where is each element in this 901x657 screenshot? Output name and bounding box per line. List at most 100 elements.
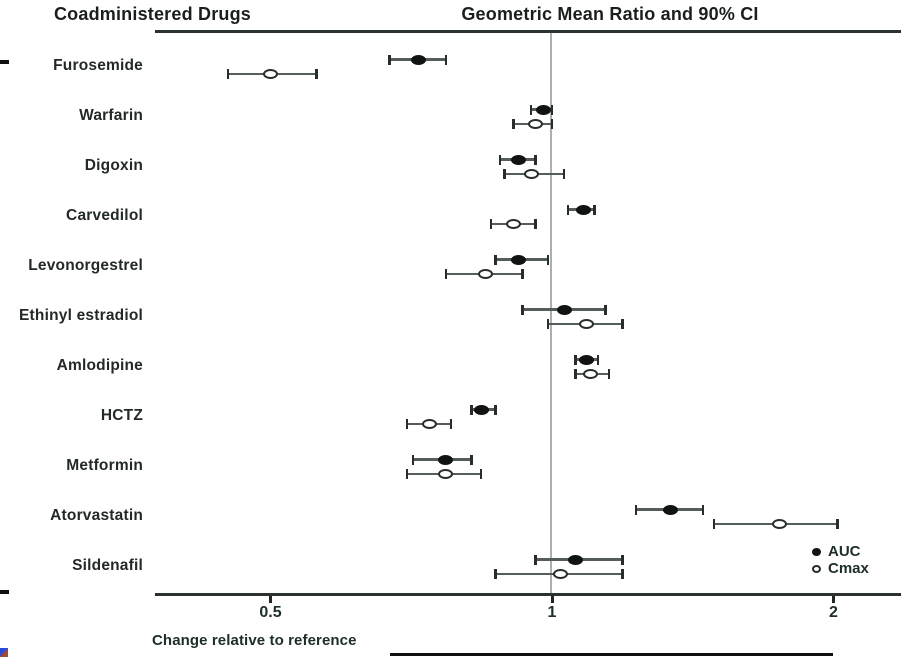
auc-ci-cap-low — [529, 104, 533, 115]
auc-ci-cap-high — [470, 454, 473, 465]
auc-ci-cap-low — [470, 404, 473, 415]
auc-ci-cap-low — [534, 554, 537, 565]
auc-ci-cap-low — [634, 504, 638, 515]
category-label: Amlodipine — [56, 357, 143, 374]
cmax-ci-cap-high — [621, 319, 624, 329]
auc-marker — [411, 54, 427, 65]
x-axis-title: Change relative to reference — [152, 632, 357, 649]
scan-artifact-left-dash-top — [0, 60, 9, 64]
x-axis-tick-label: 0.5 — [259, 604, 282, 621]
cmax-ci-cap-high — [550, 119, 554, 129]
auc-ci-cap-high — [593, 204, 596, 215]
auc-ci-cap-high — [534, 154, 537, 165]
scan-artifact-left-dash-bottom — [0, 590, 9, 594]
category-label: Warfarin — [79, 107, 143, 124]
auc-ci-cap-low — [521, 304, 524, 315]
cmax-ci-cap-low — [512, 119, 515, 129]
auc-ci-cap-low — [498, 154, 502, 165]
cmax-ci-cap-high — [521, 269, 524, 279]
cmax-marker — [422, 419, 438, 429]
cmax-ci-cap-low — [405, 469, 409, 479]
column-header-drugs: Coadministered Drugs — [53, 4, 252, 24]
cmax-marker — [478, 269, 494, 279]
category-label: Carvedilol — [66, 207, 143, 224]
open-circle-icon — [812, 564, 821, 573]
cmax-marker — [552, 569, 568, 579]
auc-ci-cap-low — [388, 54, 391, 65]
auc-ci-cap-low — [574, 354, 577, 365]
category-label: HCTZ — [100, 407, 143, 424]
auc-marker — [473, 404, 489, 415]
category-label: Metformin — [66, 457, 143, 474]
legend-item-auc: AUC — [812, 543, 869, 560]
cmax-ci-cap-low — [546, 319, 550, 329]
auc-ci-cap-low — [494, 254, 497, 265]
cmax-ci-cap-low — [712, 519, 716, 529]
legend-label-cmax: Cmax — [828, 560, 869, 577]
cmax-marker — [527, 119, 543, 129]
category-label: Digoxin — [84, 157, 143, 174]
cmax-ci-cap-high — [534, 219, 537, 229]
x-axis-tick-label: 2 — [829, 604, 838, 621]
cmax-ci-cap-low — [226, 69, 229, 79]
x-axis-tick — [550, 595, 554, 603]
auc-marker — [438, 454, 454, 465]
legend-item-cmax: Cmax — [812, 560, 869, 577]
cmax-marker — [438, 469, 454, 479]
x-axis-tick — [269, 595, 272, 603]
cmax-marker — [263, 69, 278, 79]
auc-ci-cap-high — [494, 404, 497, 415]
x-axis-line — [155, 593, 901, 596]
cmax-ci-cap-low — [444, 269, 448, 279]
cmax-ci-cap-low — [489, 219, 493, 229]
cmax-ci-cap-high — [479, 469, 483, 479]
cmax-ci-cap-high — [621, 569, 624, 579]
legend: AUC Cmax — [812, 543, 869, 577]
auc-marker — [510, 254, 526, 265]
auc-ci-cap-high — [621, 554, 624, 565]
category-label: Levonorgestrel — [28, 257, 143, 274]
cmax-ci-cap-high — [607, 369, 611, 379]
reference-line — [550, 33, 552, 593]
category-label: Atorvastatin — [50, 507, 143, 524]
auc-ci-cap-high — [701, 504, 705, 515]
auc-ci-cap-high — [604, 304, 607, 315]
auc-marker — [575, 204, 591, 215]
header-rule — [155, 30, 901, 33]
auc-marker — [536, 104, 552, 115]
auc-ci-cap-high — [596, 354, 600, 365]
category-label: Furosemide — [53, 57, 143, 74]
auc-marker — [579, 354, 595, 365]
x-axis-tick — [832, 595, 835, 603]
cmax-ci-cap-high — [836, 519, 839, 529]
auc-ci-cap-high — [550, 104, 554, 115]
category-label: Ethinyl estradiol — [19, 307, 143, 324]
auc-marker — [663, 504, 679, 515]
auc-ci-cap-high — [444, 54, 448, 65]
auc-marker — [556, 304, 572, 315]
category-label: Sildenafil — [72, 557, 143, 574]
cmax-ci-cap-low — [574, 369, 577, 379]
cmax-ci-cap-low — [405, 419, 409, 429]
filled-circle-icon — [812, 547, 821, 556]
auc-ci-cap-low — [411, 454, 415, 465]
plot-title: Geometric Mean Ratio and 90% CI — [461, 4, 759, 24]
cmax-marker — [771, 519, 787, 529]
cmax-ci-cap-high — [449, 419, 453, 429]
auc-marker — [568, 554, 584, 565]
legend-label-auc: AUC — [828, 543, 861, 560]
cmax-marker — [583, 369, 599, 379]
auc-marker — [510, 154, 526, 165]
scan-artifact-bottom-line — [390, 653, 833, 656]
auc-ci-cap-high — [546, 254, 550, 265]
cmax-ci-cap-low — [494, 569, 497, 579]
auc-ci-cap-low — [566, 204, 570, 215]
cmax-marker — [579, 319, 595, 329]
cmax-ci-cap-high — [562, 169, 566, 179]
cmax-marker — [506, 219, 522, 229]
cmax-ci-cap-high — [315, 69, 318, 79]
x-axis-tick-label: 1 — [547, 604, 557, 621]
scan-artifact-corner-pixels — [0, 648, 8, 657]
